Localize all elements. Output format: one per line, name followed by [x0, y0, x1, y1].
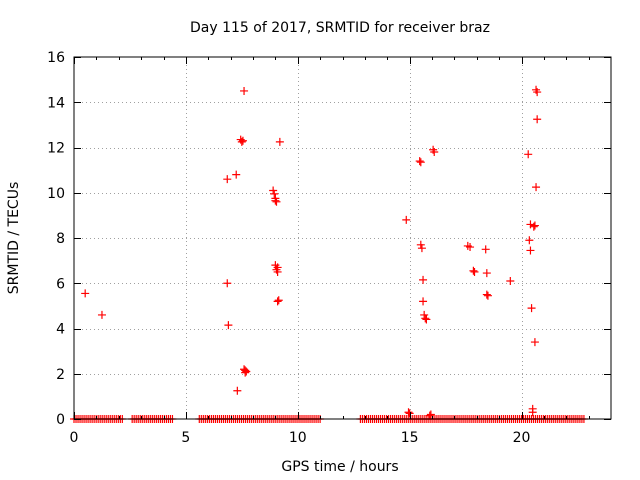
data-point [420, 310, 429, 319]
data-point [506, 276, 515, 285]
data-point [237, 137, 246, 146]
grid-lines [74, 57, 611, 419]
data-point [415, 157, 424, 166]
data-point [430, 148, 439, 157]
data-point [223, 175, 232, 184]
data-point [242, 367, 251, 376]
data-point [273, 267, 282, 276]
data-point [530, 221, 539, 230]
data-point [526, 246, 535, 255]
data-point [241, 368, 250, 377]
data-point [532, 183, 541, 192]
data-point [405, 409, 414, 418]
data-point [404, 408, 413, 417]
data-point [275, 137, 284, 146]
data-point [272, 197, 281, 206]
data-point [97, 310, 106, 319]
data-point [533, 115, 542, 124]
data-point [240, 86, 249, 95]
data-point [238, 136, 247, 145]
data-point [481, 245, 490, 254]
data-point [271, 196, 280, 205]
data-point [232, 170, 241, 179]
data-point [416, 158, 425, 167]
data-point [402, 215, 411, 224]
data-point [274, 296, 283, 305]
data-point [525, 236, 534, 245]
data-point [533, 88, 542, 97]
data-point [417, 244, 426, 253]
data-point [470, 267, 479, 276]
axis-ticks: 0 5 10 15 20 0 2 4 6 8 10 12 14 16 [47, 50, 611, 446]
y-tick-label: 4 [56, 322, 65, 338]
x-tick-label: 10 [289, 430, 307, 446]
data-point [528, 408, 537, 417]
y-axis-label: SRMTID / TECUs [6, 182, 22, 295]
data-point [81, 289, 90, 298]
data-point [422, 315, 431, 324]
data-point [466, 243, 475, 252]
data-point [524, 150, 533, 159]
y-tick-label: 8 [56, 231, 65, 247]
data-point [233, 386, 242, 395]
x-tick-label: 20 [513, 430, 531, 446]
data-point [530, 338, 539, 347]
data-point [273, 297, 282, 306]
data-point [270, 189, 279, 198]
y-tick-label: 16 [47, 50, 65, 66]
chart-title: Day 115 of 2017, SRMTID for receiver bra… [190, 20, 490, 36]
data-point [419, 275, 428, 284]
data-point [419, 297, 428, 306]
data-point [421, 314, 430, 323]
y-tick-label: 14 [47, 95, 65, 111]
x-tick-label: 0 [70, 430, 79, 446]
data-point [269, 186, 278, 195]
data-point [529, 222, 538, 231]
data-point [482, 269, 491, 278]
x-tick-label: 5 [181, 430, 190, 446]
data-point [482, 290, 491, 299]
data-point [416, 240, 425, 249]
data-point [223, 279, 232, 288]
y-tick-label: 6 [56, 276, 65, 292]
y-tick-label: 2 [56, 367, 65, 383]
data-point [527, 304, 536, 313]
y-tick-label: 0 [56, 412, 65, 428]
data-point [224, 321, 233, 330]
y-tick-label: 12 [47, 141, 65, 157]
y-tick-label: 10 [47, 186, 65, 202]
data-point [469, 266, 478, 275]
x-axis-label: GPS time / hours [281, 459, 398, 475]
data-point [483, 291, 492, 300]
x-tick-label: 15 [401, 430, 419, 446]
